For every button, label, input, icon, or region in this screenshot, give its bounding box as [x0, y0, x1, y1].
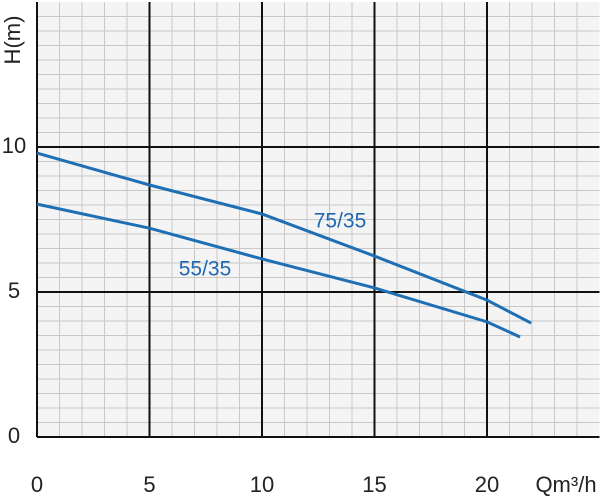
- curve: [36, 151, 532, 325]
- x-tick-label: 5: [143, 472, 155, 497]
- curve-label: 55/35: [179, 258, 232, 281]
- y-tick-label: 0: [8, 423, 20, 448]
- y-axis-label: H(m): [0, 16, 25, 65]
- x-tick-label: 20: [475, 472, 499, 497]
- curve-label: 75/35: [314, 210, 367, 233]
- curve: [36, 202, 521, 339]
- x-tick-label: 10: [250, 472, 274, 497]
- y-tick-label: 10: [2, 133, 26, 158]
- x-axis-label: Qm³/h: [535, 472, 596, 497]
- x-tick-label: 15: [362, 472, 386, 497]
- y-tick-label: 5: [8, 278, 20, 303]
- x-tick-label: 0: [31, 472, 43, 497]
